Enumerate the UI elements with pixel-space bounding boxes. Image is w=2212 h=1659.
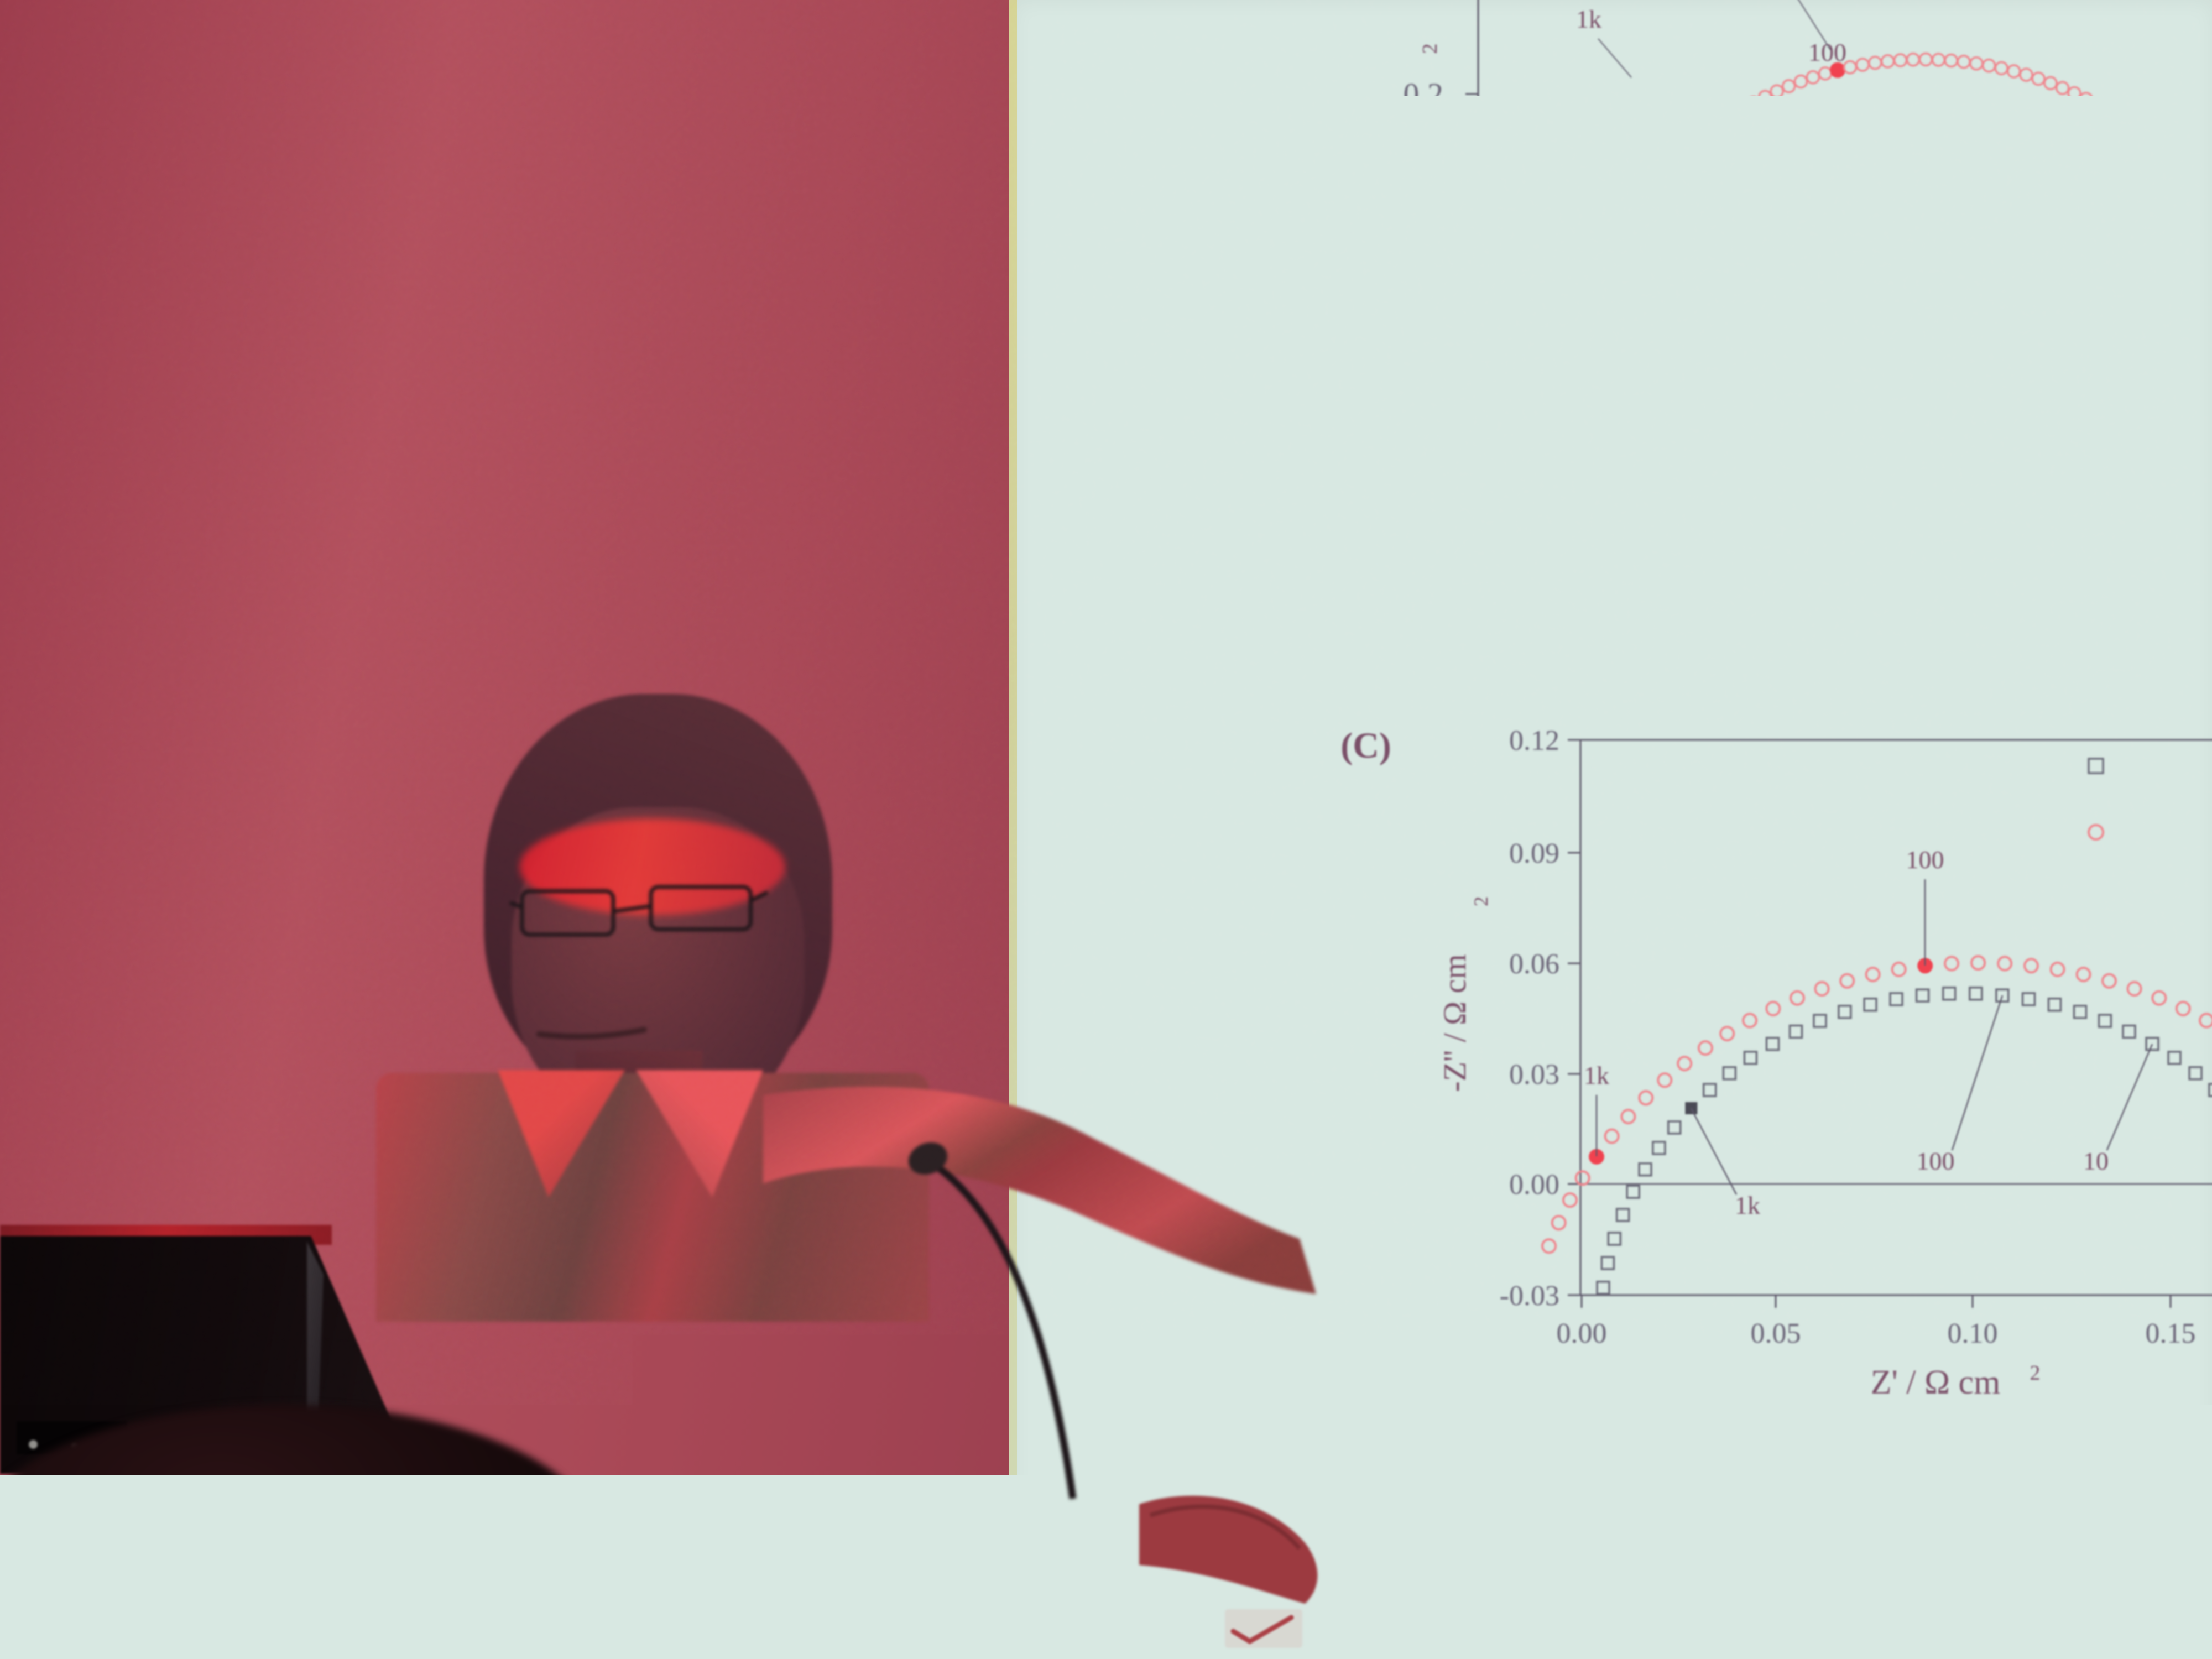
svg-text:0.09: 0.09 — [1509, 838, 1559, 869]
svg-text:-Z'' / Ω cm: -Z'' / Ω cm — [1391, 131, 1429, 278]
svg-text:Z' / Ω cm: Z' / Ω cm — [1871, 1364, 2001, 1401]
svg-text:100: 100 — [1906, 846, 1944, 874]
svg-text:1k: 1k — [1576, 5, 1601, 33]
svg-text:2: 2 — [2030, 1361, 2041, 1385]
svg-text:2: 2 — [1470, 896, 1492, 906]
svg-text:1k: 1k — [1584, 1061, 1609, 1089]
svg-text:100: 100 — [1808, 38, 1846, 66]
svg-text:0.06: 0.06 — [1509, 948, 1559, 980]
svg-text:0.12: 0.12 — [1509, 725, 1559, 757]
svg-text:0.2: 0.2 — [1719, 440, 1760, 453]
svg-text:0.10: 0.10 — [1948, 1318, 1998, 1349]
svg-text:2: 2 — [1418, 44, 1442, 54]
svg-text:1k: 1k — [1735, 1191, 1760, 1219]
svg-text:500 Ω, 200 mA/cm: 500 Ω, 200 mA/cm — [1700, 1644, 1949, 1659]
svg-text:-0.03: -0.03 — [1500, 1280, 1559, 1312]
svg-text:0.00: 0.00 — [1557, 1318, 1607, 1349]
svg-text:100: 100 — [1917, 1147, 1955, 1175]
svg-text:(C): (C) — [1340, 726, 1391, 766]
svg-text:0.6: 0.6 — [2078, 440, 2119, 453]
svg-text:0.00: 0.00 — [1509, 1169, 1559, 1201]
svg-text:0.15: 0.15 — [2146, 1318, 2196, 1349]
svg-text:0.03: 0.03 — [1509, 1059, 1559, 1091]
svg-text:0.2: 0.2 — [1404, 76, 1444, 112]
svg-text:0.0: 0.0 — [1551, 440, 1591, 453]
svg-text:0.4: 0.4 — [1899, 440, 1939, 453]
svg-text:10: 10 — [2083, 1147, 2109, 1175]
svg-text:-Z'' / Ω cm: -Z'' / Ω cm — [1437, 954, 1473, 1092]
svg-text:0.05: 0.05 — [1751, 1318, 1801, 1349]
